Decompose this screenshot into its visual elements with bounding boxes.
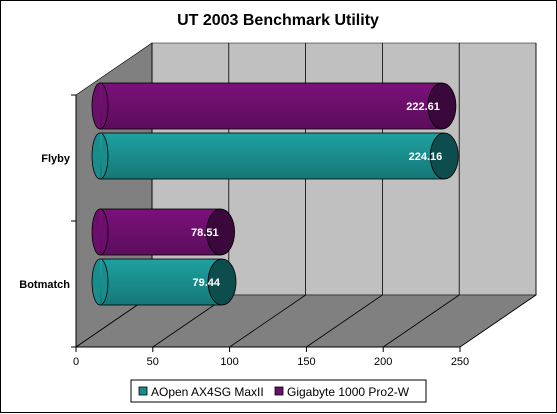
bar: 79.44	[91, 258, 237, 306]
bar-body	[99, 82, 443, 130]
x-tick-label: 0	[73, 356, 79, 368]
floor-gridline	[382, 294, 460, 348]
data-label: 78.51	[191, 227, 219, 239]
category-label: Botmatch	[19, 279, 70, 291]
data-label: 79.44	[192, 277, 220, 289]
bar: 224.16	[91, 132, 459, 180]
floor-gridline	[229, 294, 306, 348]
bar: 222.61	[91, 82, 457, 130]
bar-seam	[100, 83, 102, 129]
plot-area: 0 50 100 150 200 250 Botmatch Flyby 78.51 79.44 22…	[19, 42, 537, 368]
bar-end-cap	[429, 132, 459, 180]
bar-seam	[100, 133, 102, 179]
legend-label: Gigabyte 1000 Pro2-W	[287, 385, 410, 399]
data-label: 224.16	[409, 151, 443, 163]
bar-body	[99, 258, 223, 306]
data-label: 222.61	[406, 101, 440, 113]
x-tick-label: 150	[297, 356, 315, 368]
bar-seam	[100, 259, 102, 305]
x-tick-label: 100	[220, 356, 238, 368]
legend-swatch	[138, 386, 148, 396]
chart-title: UT 2003 Benchmark Utility	[177, 12, 379, 29]
bar-seam	[100, 209, 102, 255]
floor-gridline	[459, 294, 537, 348]
floor-gridline	[306, 294, 383, 348]
bar-end-cap	[207, 258, 237, 306]
x-tick-label: 200	[374, 356, 392, 368]
bar-end-cap	[206, 208, 235, 256]
bar: 78.51	[91, 208, 235, 256]
bar-body	[99, 132, 445, 180]
legend-label: AOpen AX4SG MaxII	[151, 385, 264, 399]
category-label: Flyby	[41, 153, 71, 165]
x-tick-label: 250	[451, 356, 469, 368]
x-tick-label: 50	[147, 356, 159, 368]
legend: AOpen AX4SG MaxII Gigabyte 1000 Pro2-W	[130, 379, 427, 403]
bar-end-cap	[427, 82, 457, 130]
legend-swatch	[274, 386, 284, 396]
